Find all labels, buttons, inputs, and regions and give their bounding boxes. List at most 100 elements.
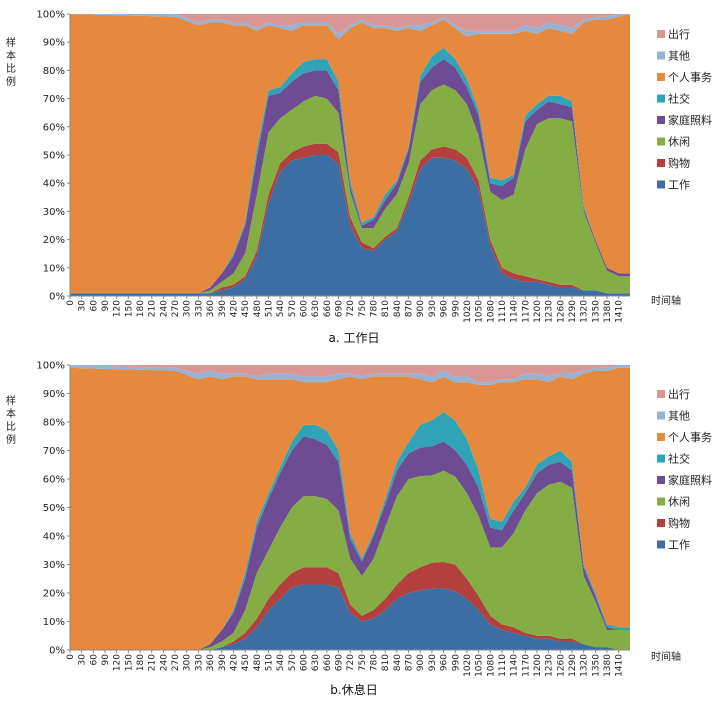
- x-tick-label: 900: [416, 300, 426, 317]
- x-tick-label: 30: [78, 654, 88, 666]
- y-tick-label: 100%: [36, 10, 65, 21]
- x-tick-label: 90: [101, 654, 111, 666]
- legend-swatch: [657, 519, 665, 527]
- y-tick-label: 30%: [43, 560, 65, 571]
- legend-swatch: [657, 390, 665, 398]
- x-tick-label: 540: [276, 654, 286, 671]
- x-tick-label: 660: [323, 300, 333, 317]
- legend-label: 家庭照料: [668, 473, 712, 487]
- x-tick-label: 120: [113, 300, 123, 317]
- legend-label: 出行: [668, 27, 690, 41]
- x-tick-label: 630: [311, 654, 321, 671]
- area-series-5: [70, 367, 630, 650]
- x-tick-label: 1290: [568, 300, 578, 323]
- legend-swatch: [657, 137, 665, 146]
- x-tick-label: 1080: [486, 300, 496, 323]
- y-axis-title-char: 比: [6, 421, 16, 433]
- y-axis-title-char: 例: [6, 75, 16, 88]
- legend-label: 家庭照料: [668, 113, 712, 127]
- x-tick-label: 630: [311, 300, 321, 317]
- x-tick-label: 60: [89, 300, 99, 312]
- x-tick-label: 840: [393, 654, 403, 671]
- x-tick-label: 1170: [521, 654, 531, 677]
- legend-label: 出行: [668, 387, 690, 401]
- x-tick-label: 810: [381, 654, 391, 671]
- x-tick-label: 930: [428, 654, 438, 671]
- y-tick-label: 20%: [43, 235, 65, 246]
- chart-panel-weekend: 0%10%20%30%40%50%60%70%80%90%100%0 30 60 90…: [6, 361, 712, 698]
- x-tick-label: 1230: [545, 654, 555, 677]
- legend-label: 社交: [668, 452, 690, 466]
- area-series-6: [70, 14, 630, 40]
- x-tick-label: 180: [136, 654, 146, 671]
- y-tick-label: 0%: [49, 292, 65, 303]
- y-tick-label: 80%: [43, 418, 65, 429]
- area-series-5: [70, 14, 630, 294]
- x-tick-label: 0: [66, 654, 76, 660]
- chart-caption: a. 工作日: [329, 331, 380, 345]
- y-tick-label: 70%: [43, 446, 65, 457]
- legend-swatch: [657, 94, 665, 103]
- x-axis-title: 时间轴: [651, 294, 681, 307]
- area-series-0: [70, 584, 630, 650]
- x-tick-label: 780: [370, 300, 380, 317]
- x-tick-label: 1200: [533, 654, 543, 677]
- x-tick-label: 30: [78, 300, 88, 312]
- x-tick-label: 990: [451, 300, 461, 317]
- legend-label: 其他: [668, 410, 690, 423]
- x-tick-label: 750: [358, 300, 368, 317]
- x-tick-label: 510: [264, 654, 274, 671]
- x-tick-label: 1320: [580, 300, 590, 323]
- y-tick-label: 100%: [36, 361, 65, 372]
- legend-label: 个人事务: [668, 71, 712, 84]
- x-tick-label: 1140: [510, 300, 520, 323]
- x-tick-label: 330: [194, 654, 204, 671]
- x-tick-label: 990: [451, 654, 461, 671]
- x-tick-label: 1380: [603, 654, 613, 677]
- x-tick-label: 420: [229, 654, 239, 671]
- legend-swatch: [657, 540, 665, 549]
- chart-caption: b.休息日: [330, 682, 377, 697]
- area-series-1: [70, 561, 630, 650]
- x-tick-label: 660: [323, 654, 333, 671]
- area-series-3: [70, 59, 630, 294]
- x-tick-label: 1350: [591, 654, 601, 677]
- x-tick-label: 1260: [556, 654, 566, 677]
- legend-label: 休闲: [668, 135, 690, 149]
- y-tick-label: 10%: [43, 617, 65, 628]
- legend-swatch: [657, 159, 665, 167]
- area-series-6: [70, 365, 630, 385]
- x-tick-label: 540: [276, 300, 286, 317]
- x-tick-label: 480: [253, 654, 263, 671]
- x-tick-label: 510: [264, 300, 274, 317]
- legend-label: 其他: [668, 50, 690, 63]
- x-tick-label: 1050: [475, 654, 485, 677]
- x-tick-label: 600: [299, 300, 309, 317]
- area-series-1: [70, 143, 630, 294]
- area-series-7: [70, 365, 630, 383]
- x-tick-label: 600: [299, 654, 309, 671]
- x-tick-label: 390: [218, 654, 228, 671]
- x-tick-label: 330: [194, 300, 204, 317]
- x-axis-title: 时间轴: [651, 650, 681, 663]
- x-tick-label: 720: [346, 654, 356, 671]
- legend-label: 个人事务: [668, 431, 712, 444]
- y-tick-label: 60%: [43, 122, 65, 133]
- x-tick-label: 1020: [463, 654, 473, 677]
- x-tick-label: 1110: [498, 654, 508, 677]
- x-tick-label: 1260: [556, 300, 566, 323]
- legend-swatch: [657, 30, 665, 38]
- x-tick-label: 870: [405, 654, 415, 671]
- y-tick-label: 40%: [43, 532, 65, 543]
- x-tick-label: 570: [288, 654, 298, 671]
- y-tick-label: 60%: [43, 475, 65, 486]
- x-tick-label: 0: [66, 300, 76, 306]
- x-tick-label: 870: [405, 300, 415, 317]
- y-tick-label: 0%: [49, 646, 65, 657]
- chart-panel-weekday: 0%10%20%30%40%50%60%70%80%90%100%0 30 60 90…: [6, 10, 712, 346]
- x-tick-label: 930: [428, 300, 438, 317]
- legend-label: 休闲: [668, 495, 690, 509]
- area-series-2: [70, 470, 630, 650]
- y-tick-label: 50%: [43, 151, 65, 162]
